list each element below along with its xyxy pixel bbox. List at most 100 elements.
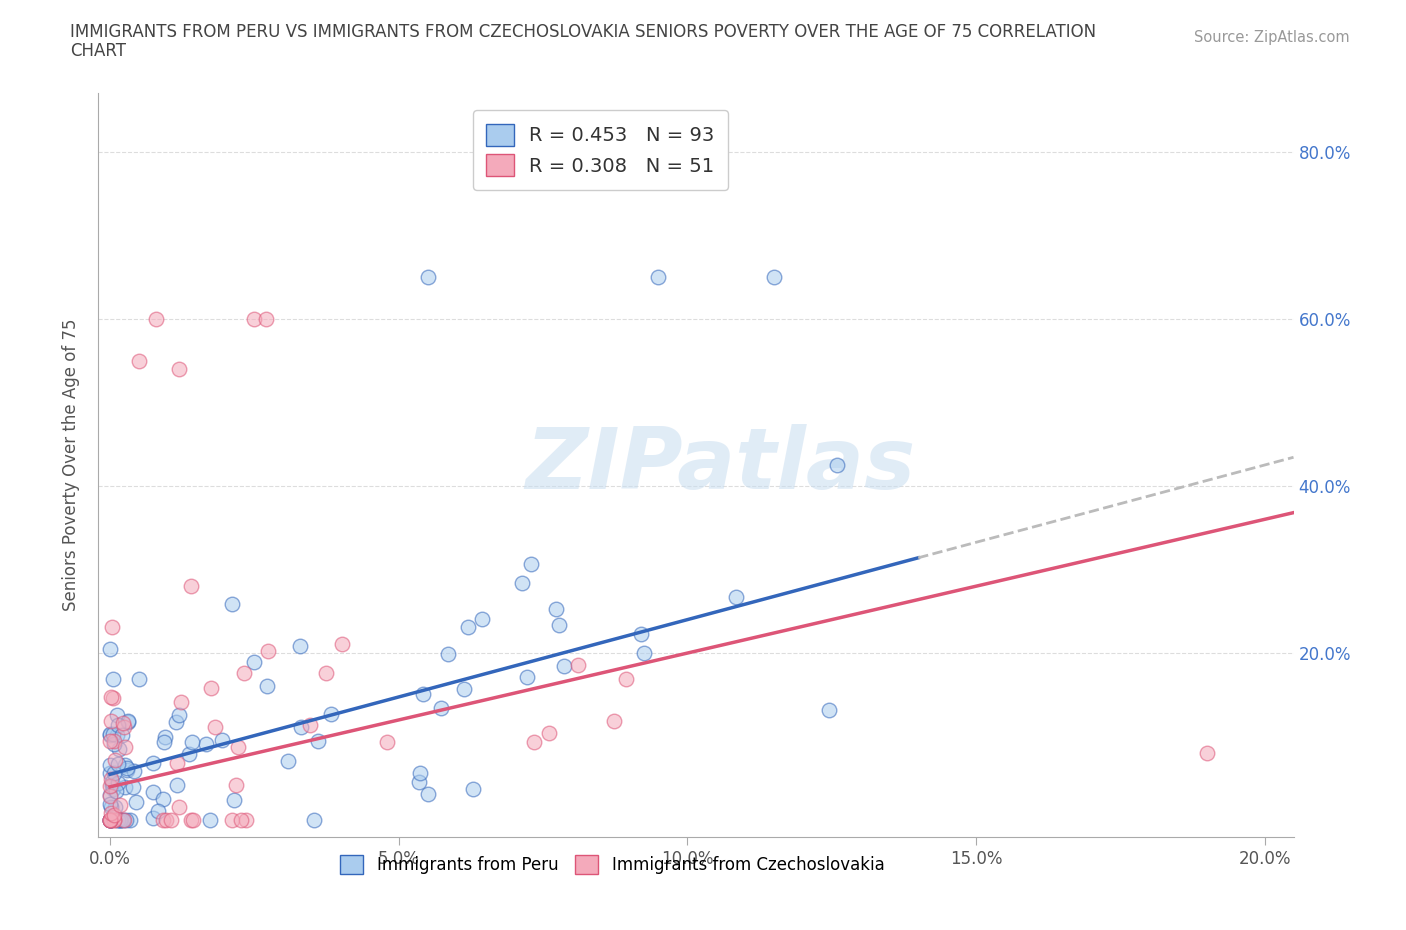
Point [520,556,543,571]
Point [107,718,129,733]
Point [107,757,129,772]
Point [105,813,128,828]
Point [115,813,138,828]
Point [98,813,121,828]
Point [408,775,430,790]
Point [235,813,257,828]
Point [211,732,233,747]
Point [725,590,748,604]
Point [647,270,669,285]
Point [112,813,135,828]
Point [115,761,138,776]
Point [103,734,125,749]
Point [198,813,221,828]
Point [100,689,122,704]
Legend: Immigrants from Peru, Immigrants from Czechoslovakia: Immigrants from Peru, Immigrants from Cz… [333,848,891,881]
Point [98,728,121,743]
Point [117,715,139,730]
Point [101,777,124,792]
Point [166,777,188,792]
Point [155,813,177,828]
Point [117,713,139,728]
Point [100,771,122,786]
Text: Source: ZipAtlas.com: Source: ZipAtlas.com [1194,30,1350,45]
Point [98,796,121,811]
Point [167,800,190,815]
Point [229,813,252,828]
Point [148,804,170,818]
Point [817,702,839,717]
Point [546,602,568,617]
Point [98,765,121,780]
Point [125,795,148,810]
Point [614,671,637,686]
Point [553,658,575,673]
Text: ZIPatlas: ZIPatlas [524,423,915,507]
Point [221,597,243,612]
Point [128,353,150,368]
Point [152,791,174,806]
Point [107,727,129,742]
Point [104,800,127,815]
Point [122,764,145,778]
Point [1195,746,1218,761]
Point [567,658,589,673]
Point [98,813,121,828]
Point [107,776,129,790]
Point [107,708,129,723]
Point [101,781,124,796]
Point [166,756,188,771]
Point [110,813,132,828]
Point [180,578,202,593]
Point [128,671,150,686]
Text: CHART: CHART [70,42,127,60]
Point [537,725,560,740]
Point [145,312,167,326]
Point [115,763,138,777]
Point [98,734,121,749]
Point [307,734,329,749]
Point [224,792,246,807]
Point [302,813,325,828]
Point [104,752,127,767]
Point [233,665,256,680]
Point [548,618,571,632]
Point [100,620,122,635]
Point [630,627,652,642]
Point [177,746,200,761]
Point [103,765,125,780]
Point [103,807,125,822]
Point [121,779,143,794]
Point [100,812,122,827]
Point [98,757,121,772]
Point [98,813,121,828]
Point [98,789,121,804]
Point [225,777,247,792]
Point [633,646,655,661]
Point [153,734,176,749]
Point [114,757,136,772]
Point [101,775,124,790]
Point [103,737,125,751]
Point [98,779,121,794]
Point [153,729,176,744]
Point [180,734,202,749]
Point [180,813,202,828]
Point [112,719,135,734]
Point [510,576,533,591]
Point [762,270,785,285]
Point [98,813,121,828]
Point [375,735,398,750]
Point [167,708,190,723]
Point [416,270,439,285]
Point [108,797,131,812]
Text: IMMIGRANTS FROM PERU VS IMMIGRANTS FROM CZECHOSLOVAKIA SENIORS POVERTY OVER THE : IMMIGRANTS FROM PERU VS IMMIGRANTS FROM … [70,23,1097,41]
Point [315,666,337,681]
Point [288,639,311,654]
Point [112,716,135,731]
Point [100,813,122,828]
Point [103,726,125,741]
Point [118,813,141,828]
Point [436,646,458,661]
Point [825,458,848,472]
